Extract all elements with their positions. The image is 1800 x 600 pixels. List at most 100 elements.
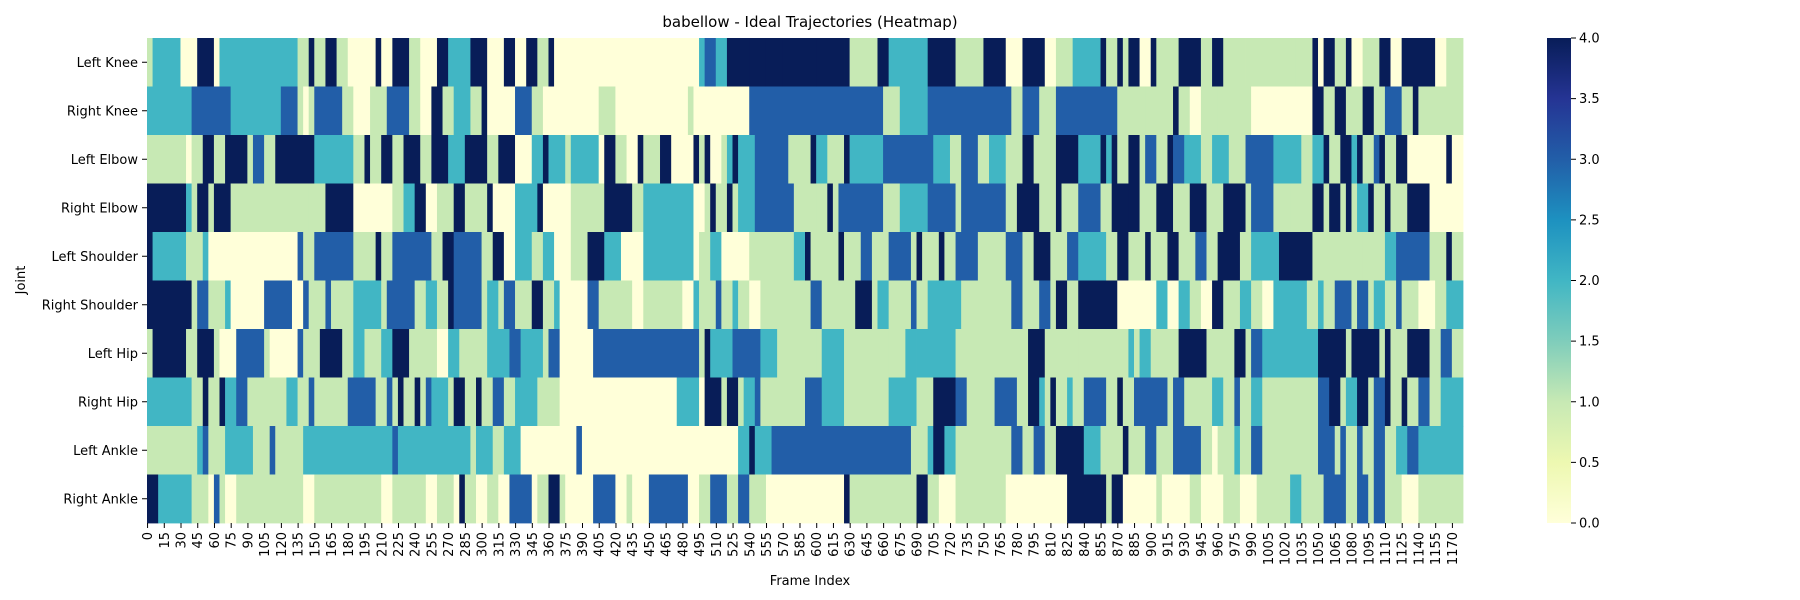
x-tick-label: 810 — [1044, 532, 1059, 557]
heatmap-cell — [1156, 426, 1174, 475]
heatmap-cell — [1145, 232, 1152, 281]
heatmap-cell — [576, 280, 588, 330]
heatmap-cell — [1022, 86, 1040, 136]
heatmap-cell — [1078, 232, 1107, 281]
heatmap-cell — [1189, 183, 1207, 233]
heatmap-cell — [1412, 86, 1419, 136]
heatmap-cell — [386, 377, 393, 427]
heatmap-cell — [1005, 329, 1029, 378]
heatmap-cell — [1122, 474, 1157, 524]
x-tick-label: 855 — [1095, 532, 1110, 557]
heatmap-cell — [1384, 329, 1391, 378]
heatmap-cell — [459, 474, 466, 524]
heatmap-cell — [749, 280, 761, 330]
heatmap-cell — [1329, 135, 1341, 184]
heatmap-cell — [927, 183, 956, 233]
heatmap-cell — [1217, 232, 1241, 281]
heatmap-cell — [721, 377, 728, 427]
heatmap-cell — [1173, 86, 1180, 136]
heatmap-cell — [392, 232, 432, 281]
heatmap-cell — [1440, 86, 1464, 136]
heatmap-cell — [1239, 377, 1252, 427]
heatmap-cell — [1055, 183, 1062, 233]
x-tick-label: 180 — [342, 532, 357, 557]
heatmap-cell — [1373, 426, 1386, 475]
heatmap-cell — [1435, 280, 1447, 330]
heatmap-cell — [810, 232, 839, 281]
heatmap-cell — [537, 183, 544, 233]
heatmap-cell — [1384, 474, 1403, 524]
heatmap-cell — [710, 183, 717, 233]
heatmap-cell — [1418, 280, 1436, 330]
heatmap-cell — [375, 232, 382, 281]
heatmap-cell — [542, 232, 555, 281]
heatmap-cell — [604, 183, 633, 233]
heatmap-cell — [1401, 280, 1419, 330]
heatmap-cell — [821, 377, 845, 427]
heatmap-cell — [420, 377, 427, 427]
heatmap-cell — [899, 86, 929, 136]
heatmap-cell — [1078, 135, 1101, 184]
y-tick-label: Right Elbow — [61, 201, 138, 216]
heatmap-cell — [1245, 329, 1252, 378]
heatmap-cell — [1318, 38, 1324, 87]
x-tick-label: 270 — [442, 532, 457, 557]
heatmap-cell — [252, 135, 265, 184]
heatmap-cell — [1251, 329, 1263, 378]
heatmap-cell — [186, 183, 193, 233]
heatmap-cell — [726, 38, 733, 87]
heatmap-cell — [710, 232, 722, 281]
heatmap-cell — [838, 86, 884, 136]
heatmap-cell — [1245, 38, 1274, 87]
heatmap-cell — [386, 86, 410, 136]
heatmap-cell — [1200, 474, 1224, 524]
heatmap-cell — [1156, 474, 1163, 524]
heatmap-cell — [849, 474, 917, 524]
heatmap-cell — [147, 329, 153, 378]
heatmap-cell — [303, 232, 315, 281]
heatmap-cell — [732, 38, 750, 87]
x-tick-labels: 0 15 30 45 60 75 90 105 120 135 150 165 180 195 210 225… — [141, 523, 1461, 565]
heatmap-cells — [147, 38, 1464, 524]
heatmap-cell — [1312, 86, 1324, 136]
heatmap-cell — [548, 474, 561, 524]
colorbar-tick-label: 1.5 — [1579, 335, 1600, 350]
heatmap-cell — [1312, 232, 1336, 281]
heatmap-cell — [392, 426, 399, 475]
heatmap-cell — [704, 329, 711, 378]
heatmap-cell — [955, 426, 1012, 475]
heatmap-cell — [738, 183, 756, 233]
heatmap-cell — [191, 377, 204, 427]
heatmap-cell — [554, 280, 561, 330]
heatmap-cell — [883, 86, 901, 136]
heatmap-cell — [503, 280, 516, 330]
heatmap-cell — [1100, 183, 1113, 233]
heatmap-cell — [1106, 474, 1113, 524]
heatmap-cell — [1418, 474, 1464, 524]
heatmap-cell — [1435, 38, 1447, 87]
heatmap-cell — [381, 280, 388, 330]
heatmap-cell — [331, 280, 349, 330]
heatmap-cell — [1106, 377, 1118, 427]
heatmap-cell — [1033, 426, 1046, 475]
heatmap-cell — [308, 183, 326, 233]
heatmap-cell — [888, 377, 917, 427]
heatmap-cell — [1156, 38, 1180, 87]
heatmap-cell — [1178, 280, 1191, 330]
heatmap-cell — [464, 135, 488, 184]
heatmap-cell — [476, 377, 482, 427]
heatmap-cell — [1122, 38, 1129, 87]
heatmap-cell — [436, 329, 449, 378]
heatmap-cell — [754, 135, 789, 184]
heatmap-cell — [883, 183, 901, 233]
heatmap-cell — [1318, 377, 1330, 427]
heatmap-cell — [431, 377, 449, 427]
heatmap-cell — [1251, 183, 1274, 233]
heatmap-cell — [1061, 183, 1079, 233]
heatmap-cell — [1357, 426, 1364, 475]
heatmap-cell — [542, 135, 549, 184]
heatmap-cell — [392, 135, 404, 184]
heatmap-cell — [197, 183, 209, 233]
x-tick-label: 1005 — [1262, 532, 1277, 565]
heatmap-cell — [1446, 280, 1464, 330]
